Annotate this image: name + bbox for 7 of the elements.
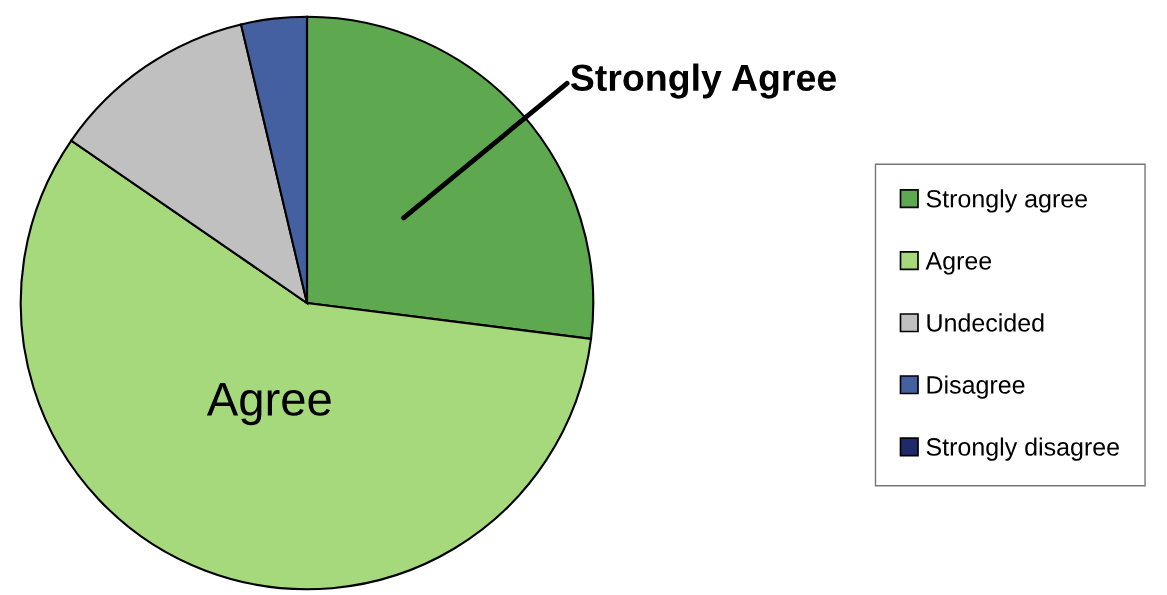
- legend-label: Disagree: [927, 375, 1025, 399]
- text: Strongly Agree: [570, 63, 836, 99]
- legend-label: Strongly agree: [926, 189, 1087, 213]
- legend-label: Strongly disagree: [926, 437, 1119, 461]
- legend-label: Undecided: [927, 313, 1044, 332]
- legend-label: Agree: [925, 252, 992, 275]
- text: Agree: [206, 382, 331, 426]
